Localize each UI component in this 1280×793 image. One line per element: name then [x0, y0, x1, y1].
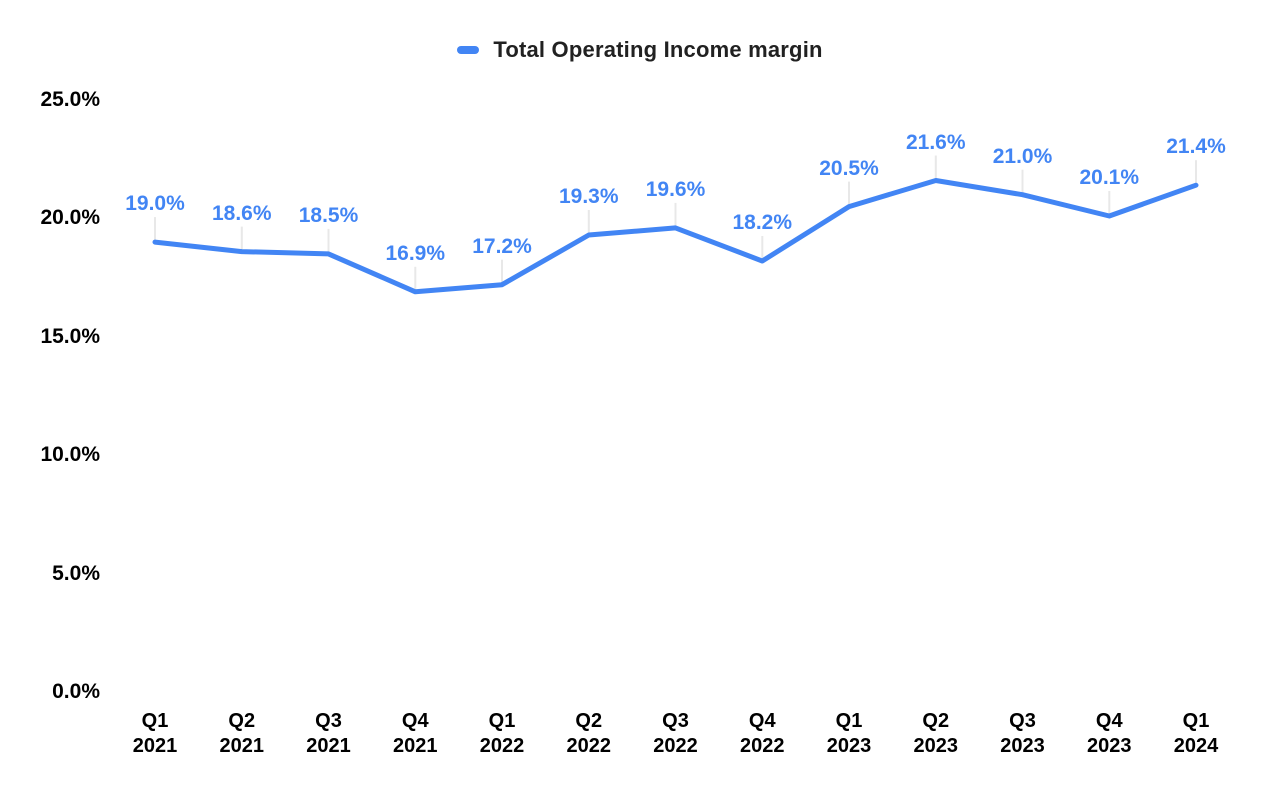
x-axis-tick-label: Q3 2021: [284, 709, 374, 759]
x-axis-tick-label: Q1 2022: [457, 709, 547, 759]
x-axis-year-label: 2023: [1000, 735, 1045, 757]
data-point-label: 18.5%: [298, 203, 359, 227]
x-axis-year-label: 2021: [393, 735, 438, 757]
y-axis-tick-label: 5.0%: [52, 561, 100, 585]
x-axis-quarter-label: Q3: [315, 710, 342, 732]
x-axis-tick-label: Q4 2021: [370, 709, 460, 759]
x-axis-year-label: 2022: [566, 735, 612, 757]
x-axis-quarter-label: Q4: [401, 710, 429, 732]
series-line: [152, 178, 1199, 295]
data-point-label: 21.0%: [992, 144, 1053, 168]
data-point-label: 19.6%: [645, 177, 706, 201]
x-axis-tick-label: Q4 2023: [1064, 709, 1154, 759]
x-axis-year-label: 2024: [1173, 735, 1219, 757]
data-point-label: 21.6%: [905, 130, 966, 154]
x-axis-tick-label: Q1 2023: [804, 709, 894, 759]
y-axis-tick-label: 10.0%: [40, 443, 100, 467]
data-point-label: 21.4%: [1166, 135, 1226, 159]
x-axis-tick-label: Q1 2021: [110, 709, 200, 759]
y-axis-tick-label: 25.0%: [40, 88, 100, 111]
data-point-label: 18.2%: [732, 211, 793, 235]
x-axis-quarter-label: Q4: [1095, 710, 1123, 732]
x-axis-year-label: 2022: [653, 735, 698, 757]
x-axis-tick-label: Q2 2022: [544, 709, 634, 759]
x-axis-year-label: 2021: [306, 735, 351, 757]
x-axis-quarter-label: Q1: [488, 710, 516, 732]
x-axis-quarter-label: Q3: [662, 710, 689, 732]
x-axis-year-label: 2023: [826, 735, 872, 757]
data-point-label: 18.6%: [211, 201, 272, 225]
x-axis-tick-label: Q3 2023: [978, 709, 1068, 759]
data-point-label: 17.2%: [472, 234, 532, 258]
x-axis-year-label: 2021: [219, 735, 265, 757]
x-axis-quarter-label: Q4: [748, 710, 776, 732]
data-point-label: 20.5%: [819, 156, 879, 180]
x-axis-year-label: 2021: [132, 735, 178, 757]
data-point-label: 16.9%: [385, 241, 446, 265]
chart-legend: Total Operating Income margin: [0, 37, 1280, 63]
legend-series-label: Total Operating Income margin: [493, 37, 823, 62]
x-axis-quarter-label: Q3: [1009, 710, 1036, 732]
x-axis-tick-label: Q3 2022: [631, 709, 721, 759]
x-axis-quarter-label: Q2: [922, 710, 950, 732]
data-point-label: 19.0%: [125, 192, 185, 216]
x-axis-year-label: 2023: [1087, 735, 1132, 757]
x-axis-quarter-label: Q2: [228, 710, 256, 732]
x-axis-tick-label: Q2 2021: [197, 709, 287, 759]
data-point-label: 19.3%: [558, 184, 619, 208]
x-axis-quarter-label: Q1: [141, 710, 169, 732]
x-axis-quarter-label: Q1: [1182, 710, 1210, 732]
x-axis-tick-label: Q1 2024: [1151, 709, 1241, 759]
y-axis-tick-label: 20.0%: [40, 206, 100, 230]
x-axis-quarter-label: Q1: [835, 710, 863, 732]
x-axis-year-label: 2022: [479, 735, 525, 757]
legend-line-marker-icon: [457, 46, 480, 54]
x-axis-year-label: 2022: [740, 735, 785, 757]
data-point-label: 20.1%: [1079, 166, 1140, 190]
x-axis-tick-label: Q2 2023: [891, 709, 981, 759]
x-axis-year-label: 2023: [913, 735, 959, 757]
y-axis-tick-label: 15.0%: [40, 324, 100, 348]
x-axis-quarter-label: Q2: [575, 710, 603, 732]
y-axis-tick-label: 0.0%: [52, 680, 100, 703]
x-axis-tick-label: Q4 2022: [717, 709, 807, 759]
